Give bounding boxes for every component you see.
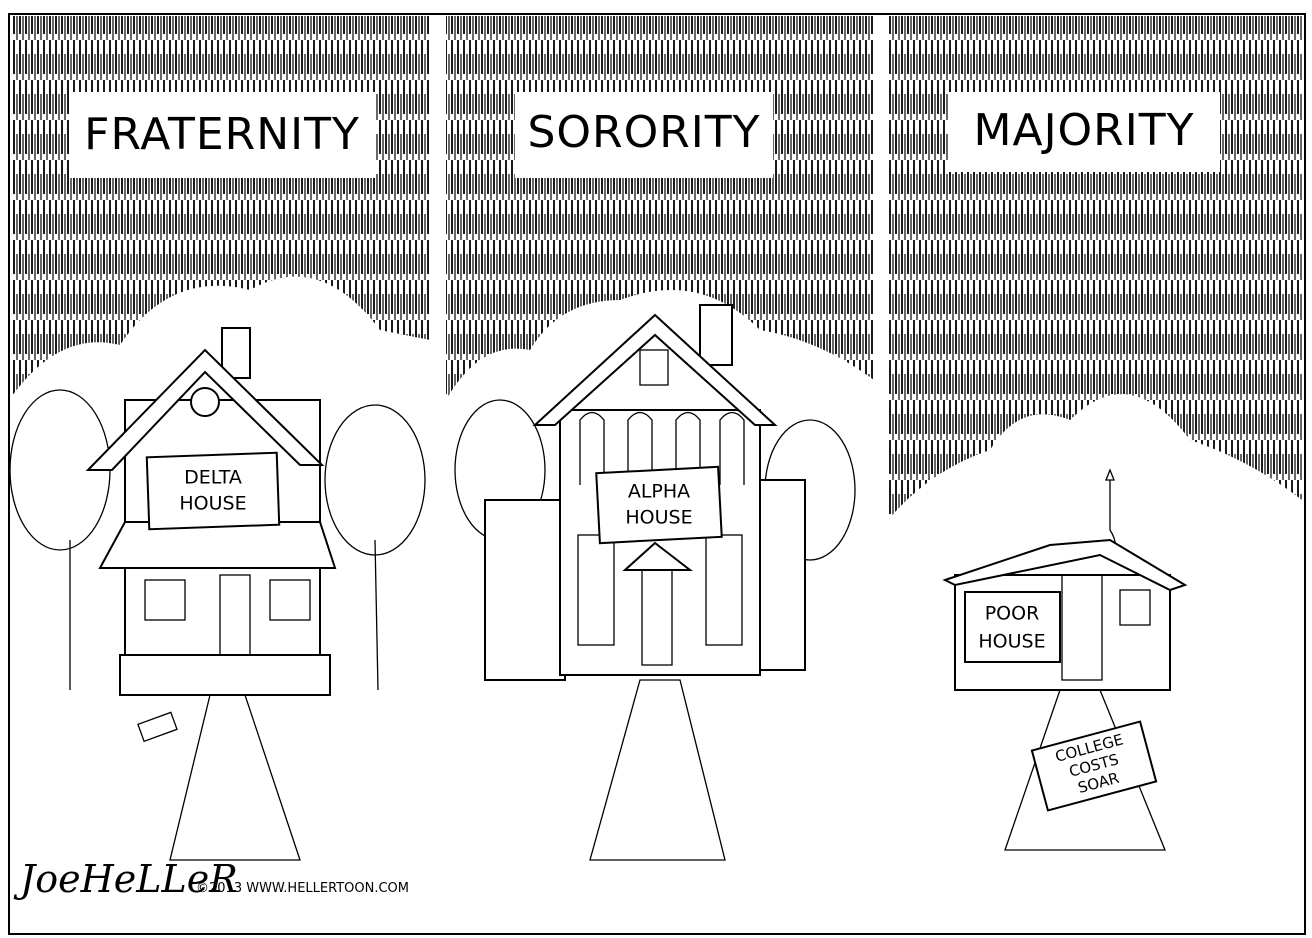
cartoon: FRATERNITY SORORITY MAJORITY DELTA HOUSE bbox=[0, 0, 1312, 938]
panel-title: FRATERNITY bbox=[84, 109, 360, 160]
panel-title: SORORITY bbox=[527, 107, 760, 158]
copyright: ©2013 WWW.HELLERTOON.COM bbox=[196, 881, 409, 896]
sign-text: POOR bbox=[985, 603, 1040, 625]
sign-text: ALPHA bbox=[628, 481, 690, 503]
sign-text: DELTA bbox=[184, 467, 242, 489]
sign-text: HOUSE bbox=[625, 507, 692, 529]
panel-title: MAJORITY bbox=[974, 105, 1195, 156]
sign-text: HOUSE bbox=[978, 631, 1045, 653]
sign-text: HOUSE bbox=[179, 493, 246, 515]
